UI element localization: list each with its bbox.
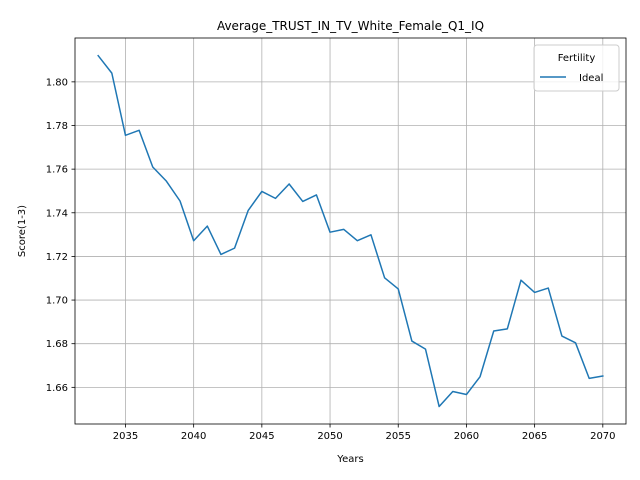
chart-title: Average_TRUST_IN_TV_White_Female_Q1_IQ xyxy=(217,19,484,33)
y-tick-label: 1.76 xyxy=(46,165,68,176)
y-tick-label: 1.78 xyxy=(46,121,68,132)
series-group xyxy=(97,54,604,408)
x-tick-label: 2040 xyxy=(181,431,206,442)
x-tick-label: 2070 xyxy=(590,431,615,442)
y-tick-label: 1.80 xyxy=(46,77,68,88)
grid xyxy=(75,38,626,424)
x-tick-label: 2065 xyxy=(522,431,547,442)
x-tick-label: 2055 xyxy=(386,431,411,442)
x-tick-label: 2045 xyxy=(249,431,274,442)
y-tick-label: 1.74 xyxy=(46,208,68,219)
y-axis-ticks: 1.66 1.68 1.70 1.72 1.74 1.76 1.78 1.80 xyxy=(46,77,75,394)
series-line xyxy=(97,54,604,408)
legend: Fertility Ideal xyxy=(533,44,620,92)
x-tick-label: 2035 xyxy=(113,431,138,442)
y-tick-label: 1.68 xyxy=(46,339,68,350)
x-axis-ticks: 2035 2040 2045 2050 2055 2060 2065 2070 xyxy=(113,424,616,442)
y-tick-label: 1.72 xyxy=(46,252,68,263)
legend-title: Fertility xyxy=(558,53,596,64)
legend-label: Ideal xyxy=(579,73,603,84)
x-tick-label: 2050 xyxy=(317,431,342,442)
plot-frame xyxy=(74,37,627,425)
y-tick-label: 1.66 xyxy=(46,383,68,394)
legend-box xyxy=(533,44,620,92)
x-tick-label: 2060 xyxy=(454,431,479,442)
y-tick-label: 1.70 xyxy=(46,296,68,307)
x-axis-label: Years xyxy=(336,454,363,465)
y-axis-label: Score(1-3) xyxy=(17,205,28,257)
